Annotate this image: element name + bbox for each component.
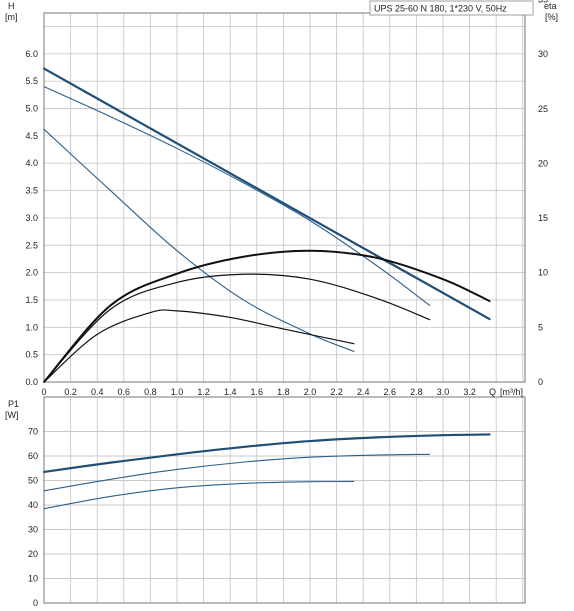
y2-tick-label-eta: 0 xyxy=(538,377,543,387)
y-tick-label-h: 1.5 xyxy=(25,295,38,305)
power-panel-frame xyxy=(43,396,526,604)
x-tick-label-q: 0 xyxy=(41,387,46,397)
y-tick-label-p1: 60 xyxy=(28,451,38,461)
head-curve-2 xyxy=(43,86,431,306)
x-tick-label-q: 2.8 xyxy=(410,387,423,397)
x-tick-label-q: 2.2 xyxy=(330,387,343,397)
power-panel-grid xyxy=(43,397,525,604)
y-tick-label-p1: 0 xyxy=(33,598,38,608)
chart-title-box xyxy=(369,0,534,16)
head-panel-curves xyxy=(42,67,491,383)
y2-tick-label-eta: 5 xyxy=(538,322,543,332)
x-tick-label-q: 1.4 xyxy=(224,387,237,397)
y2-tick-label-eta: 20 xyxy=(538,158,548,168)
head-curve-3 xyxy=(43,128,355,352)
x-tick-label-q: 0.4 xyxy=(91,387,104,397)
x-tick-label-q: 0.8 xyxy=(144,387,157,397)
head-panel-grid xyxy=(43,13,525,383)
x-tick-label-q: 1.0 xyxy=(171,387,184,397)
x-tick-label-q: 3.0 xyxy=(437,387,450,397)
y-tick-label-p1: 30 xyxy=(28,525,38,535)
y-tick-label-h: 0.0 xyxy=(25,377,38,387)
y-axis-label-h: H xyxy=(8,1,15,11)
y-tick-label-h: 3.0 xyxy=(25,213,38,223)
y2-tick-label-eta: 30 xyxy=(538,49,548,59)
y-tick-label-h: 2.5 xyxy=(25,240,38,250)
x-tick-label-q: 0.6 xyxy=(118,387,131,397)
head-curve-5 xyxy=(43,273,431,383)
y-tick-label-h: 0.5 xyxy=(25,350,38,360)
y-tick-label-h: 5.5 xyxy=(25,76,38,86)
y-axis-unit-h: [m] xyxy=(5,12,18,22)
head-curve-6 xyxy=(43,309,355,383)
y-tick-label-h: 5.0 xyxy=(25,104,38,114)
y-axis-unit-p1: [W] xyxy=(5,410,19,420)
y-tick-label-h: 4.0 xyxy=(25,158,38,168)
y2-tick-label-eta: 35 xyxy=(538,0,548,4)
y2-axis-label-eta: eta xyxy=(544,1,557,11)
x-tick-label-q: 1.2 xyxy=(197,387,210,397)
x-tick-label-q: 1.6 xyxy=(251,387,264,397)
y-tick-label-h: 6.0 xyxy=(25,49,38,59)
x-axis-label-q: Q xyxy=(489,387,496,397)
power-panel-curves xyxy=(42,433,491,510)
y-axis-label-p1: P1 xyxy=(8,399,19,409)
x-tick-label-q: 3.2 xyxy=(463,387,476,397)
x-tick-label-q: 2.4 xyxy=(357,387,370,397)
y-tick-label-p1: 70 xyxy=(28,427,38,437)
y-tick-label-p1: 50 xyxy=(28,476,38,486)
x-tick-label-q: 1.8 xyxy=(277,387,290,397)
y-tick-label-h: 4.5 xyxy=(25,131,38,141)
x-tick-label-q: 2.6 xyxy=(384,387,397,397)
y-tick-label-h: 3.5 xyxy=(25,186,38,196)
power-curve-2 xyxy=(43,453,431,492)
y-tick-label-p1: 20 xyxy=(28,549,38,559)
x-axis-unit-q: [m³/h] xyxy=(500,387,523,397)
y-tick-label-h: 1.0 xyxy=(25,322,38,332)
y2-tick-label-eta: 10 xyxy=(538,268,548,278)
axis-tick-labels: 0.0 0.5 1.0 1.5 2.0 2.5 3.0 3.5 4.0 4.5 5.0 5.5 6.0 0… xyxy=(25,0,548,608)
chart-title: UPS 25-60 N 180, 1*230 V, 50Hz xyxy=(374,4,507,14)
y-tick-label-p1: 40 xyxy=(28,500,38,510)
x-tick-label-q: 0.2 xyxy=(64,387,77,397)
x-tick-label-q: 2.0 xyxy=(304,387,317,397)
power-curve-3 xyxy=(43,480,355,510)
y-tick-label-p1: 10 xyxy=(28,574,38,584)
y2-tick-label-eta: 15 xyxy=(538,213,548,223)
y2-tick-label-eta: 25 xyxy=(538,104,548,114)
head-panel-frame xyxy=(43,12,526,383)
y2-axis-unit-eta: [%] xyxy=(545,12,558,22)
head-curve-4 xyxy=(43,249,491,383)
y-tick-label-h: 2.0 xyxy=(25,268,38,278)
power-curve-1 xyxy=(42,433,491,474)
head-curve-1 xyxy=(42,67,491,321)
